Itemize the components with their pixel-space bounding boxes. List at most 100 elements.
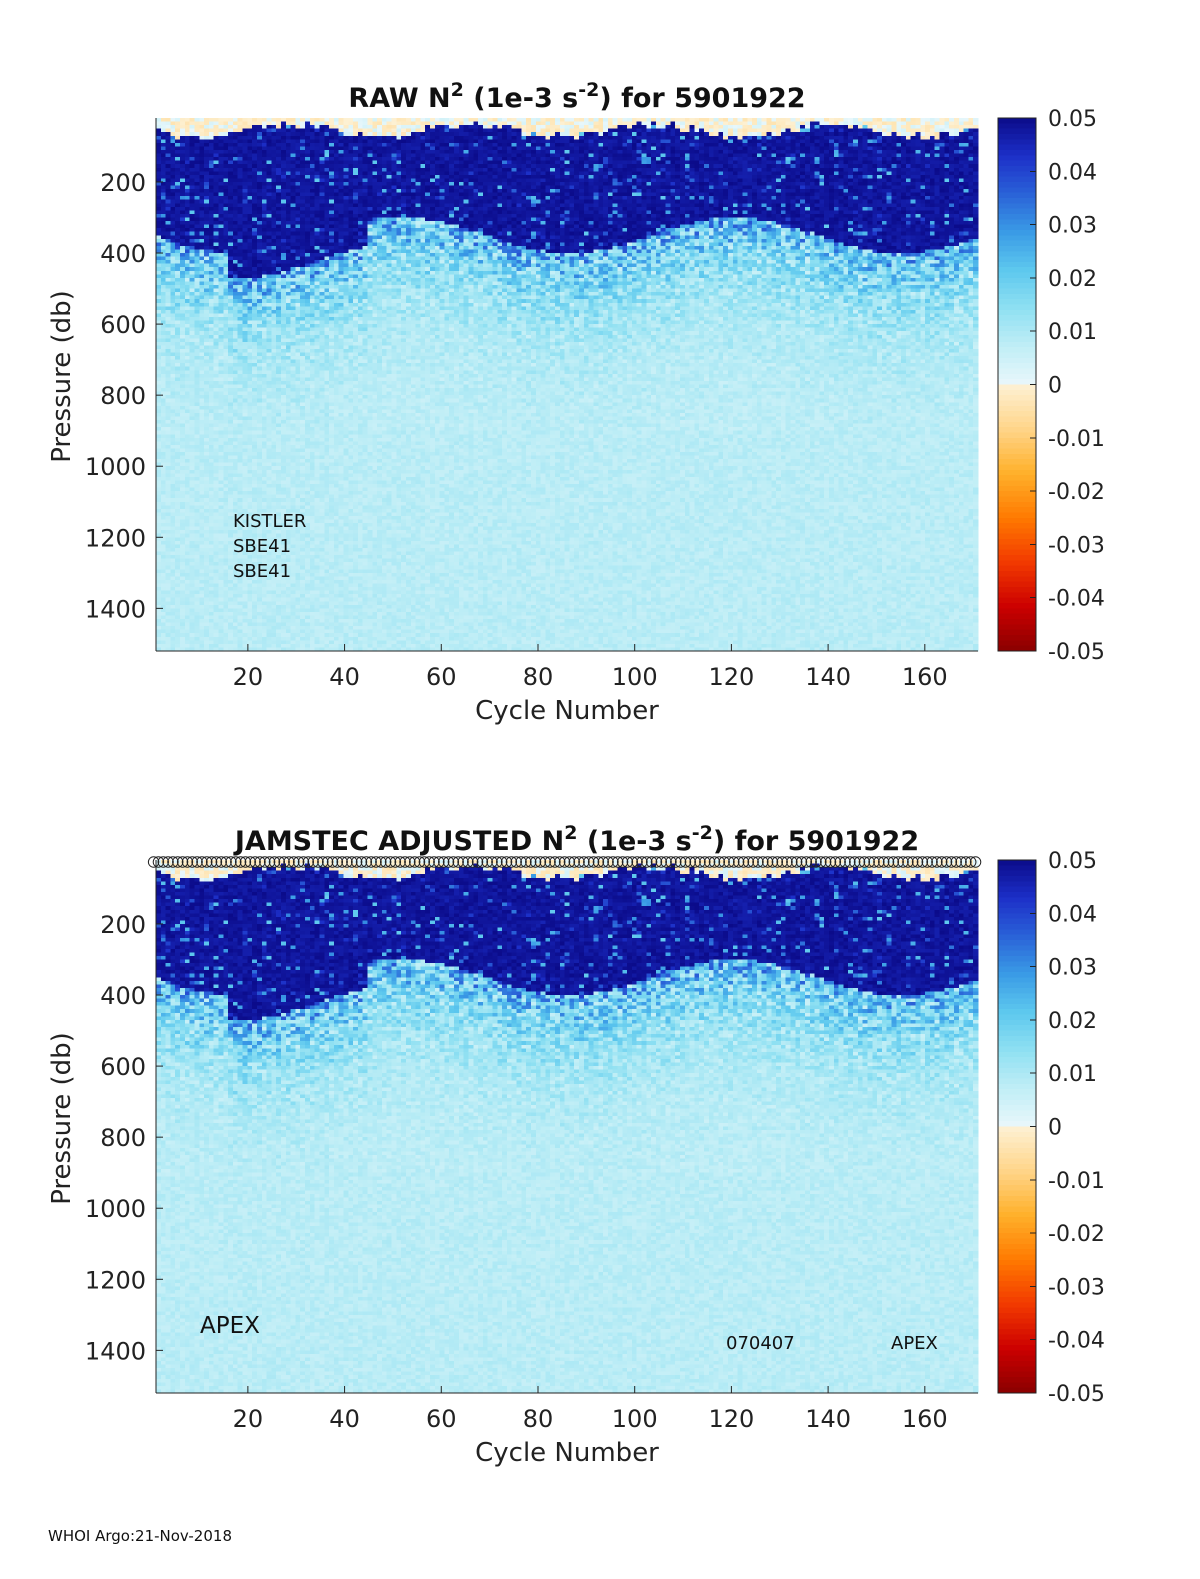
heatmap-cell [185,349,190,353]
heatmap-cell [156,512,161,516]
heatmap-cell [233,416,238,420]
heatmap-cell [175,317,180,321]
heatmap-cell [209,154,214,158]
heatmap-cell [238,271,243,275]
heatmap-cell [262,214,267,218]
heatmap-cell [175,413,180,417]
heatmap-cell [175,139,180,143]
heatmap-cell [180,168,185,172]
heatmap-cell [247,608,252,612]
heatmap-cell [185,630,190,634]
heatmap-cell [204,552,209,556]
heatmap-cell [204,431,209,435]
heatmap-cell [238,484,243,488]
heatmap-cell [243,118,248,122]
heatmap-cell [243,392,248,396]
heatmap-cell [218,491,223,495]
heatmap-cell [185,296,190,300]
heatmap-cell [223,598,228,602]
heatmap-cell [223,552,228,556]
heatmap-cell [238,292,243,296]
heatmap-cell [262,626,267,630]
heatmap-cell [156,473,161,477]
heatmap-cell [170,431,175,435]
heatmap-cell [194,260,199,264]
heatmap-cell [262,630,267,634]
heatmap-cell [156,335,161,339]
heatmap-cell [262,253,267,257]
heatmap-cell [161,413,166,417]
heatmap-cell [247,594,252,598]
heatmap-cell [214,242,219,246]
heatmap-cell [185,537,190,541]
heatmap-cell [209,399,214,403]
heatmap-cell [190,203,195,207]
heatmap-cell [214,512,219,516]
heatmap-cell [238,598,243,602]
heatmap-cell [218,267,223,271]
heatmap-cell [175,313,180,317]
heatmap-cell [228,324,233,328]
heatmap-cell [257,239,262,243]
heatmap-cell [257,242,262,246]
heatmap-cell [257,196,262,200]
heatmap-cell [228,157,233,161]
heatmap-cell [233,257,238,261]
heatmap-cell [214,345,219,349]
heatmap-cell [180,552,185,556]
heatmap-cell [243,623,248,627]
heatmap-cell [199,289,204,293]
heatmap-cell [166,324,171,328]
heatmap-cell [243,370,248,374]
heatmap-cell [175,342,180,346]
heatmap-cell [161,154,166,158]
heatmap-cell [214,491,219,495]
heatmap-cell [190,576,195,580]
heatmap-cell [218,157,223,161]
heatmap-cell [252,324,257,328]
heatmap-cell [238,186,243,190]
heatmap-cell [214,623,219,627]
heatmap-cell [170,484,175,488]
heatmap-cell [209,278,214,282]
heatmap-cell [267,228,272,232]
heatmap-cell [252,612,257,616]
heatmap-cell [243,157,248,161]
heatmap-cell [175,189,180,193]
heatmap-cell [247,601,252,605]
heatmap-cell [175,534,180,538]
heatmap-cell [233,328,238,332]
heatmap-cell [233,317,238,321]
heatmap-cell [185,260,190,264]
heatmap-cell [199,381,204,385]
heatmap-cell [267,143,272,147]
heatmap-cell [180,480,185,484]
heatmap-cell [204,274,209,278]
heatmap-cell [166,289,171,293]
heatmap-cell [252,296,257,300]
heatmap-cell [233,463,238,467]
heatmap-cell [262,473,267,477]
heatmap-cell [209,296,214,300]
heatmap-cell [161,441,166,445]
heatmap-cell [161,353,166,357]
heatmap-cell [175,484,180,488]
heatmap-cell [190,527,195,531]
heatmap-cell [243,363,248,367]
heatmap-cell [175,249,180,253]
heatmap-cell [199,331,204,335]
heatmap-cell [185,374,190,378]
heatmap-cell [228,161,233,165]
heatmap-cell [218,249,223,253]
heatmap-cell [161,516,166,520]
heatmap-cell [209,637,214,641]
heatmap-cell [170,200,175,204]
heatmap-cell [252,253,257,257]
heatmap-cell [214,214,219,218]
heatmap-cell [209,118,214,122]
heatmap-cell [214,505,219,509]
heatmap-cell [185,434,190,438]
heatmap-cell [247,203,252,207]
heatmap-cell [185,345,190,349]
heatmap-cell [180,601,185,605]
